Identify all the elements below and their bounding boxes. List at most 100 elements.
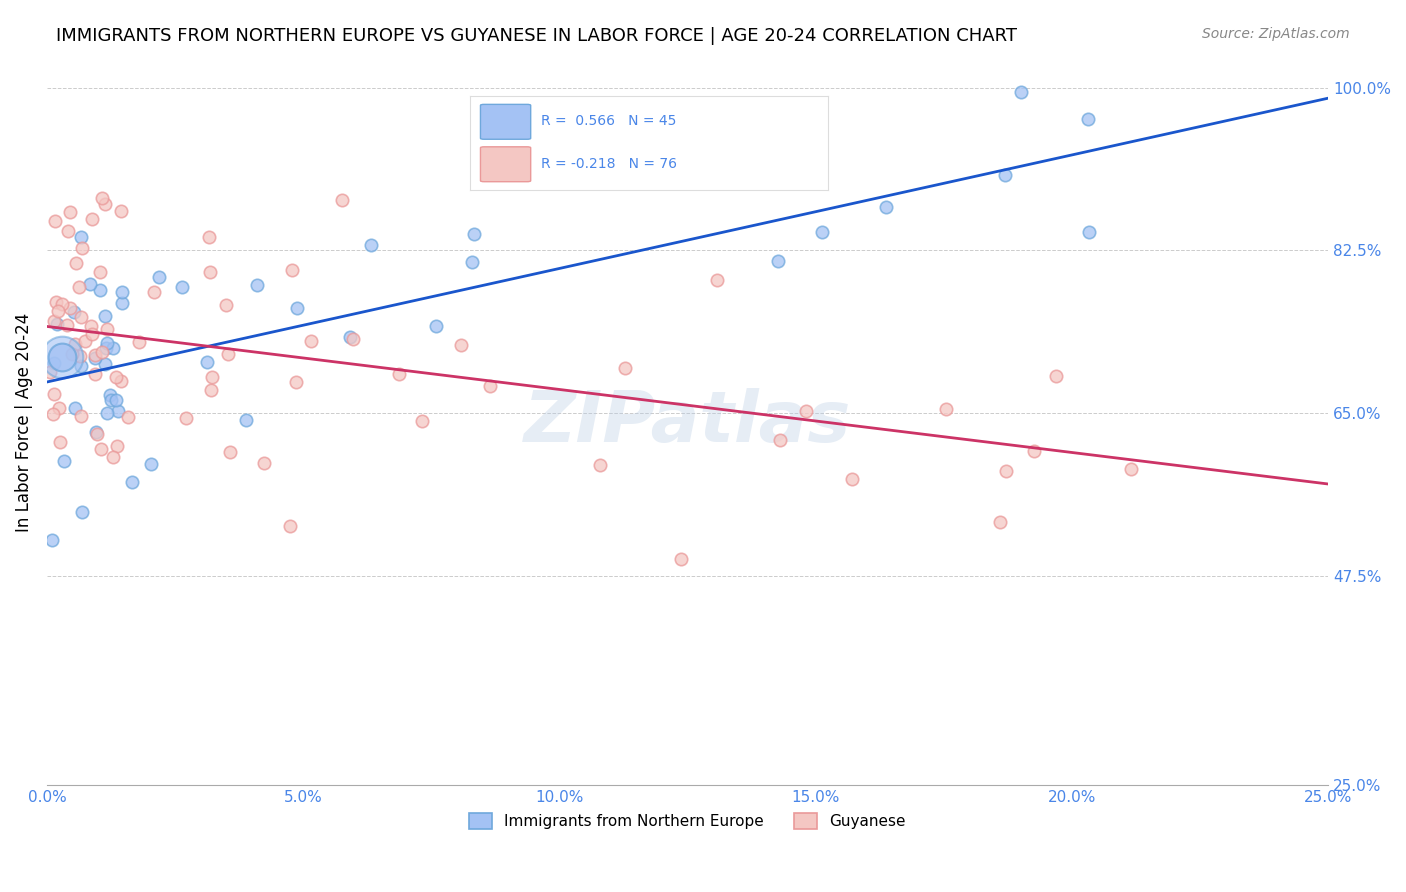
Point	[994, 169, 1017, 183]
Text: IMMIGRANTS FROM NORTHERN EUROPE VS GUYANESE IN LABOR FORCE | AGE 20-24 CORRELATI: IMMIGRANTS FROM NORTHERN EUROPE VS GUYAN…	[56, 27, 1017, 45]
Point	[42, 355, 65, 369]
Point	[51, 350, 73, 364]
Point	[197, 355, 219, 369]
Point	[42, 387, 65, 401]
Point	[69, 349, 91, 363]
Point	[200, 265, 222, 279]
Point	[174, 411, 197, 425]
Point	[1024, 443, 1046, 458]
Point	[246, 278, 269, 293]
Point	[110, 204, 132, 219]
Point	[96, 322, 118, 336]
Point	[360, 237, 382, 252]
Point	[48, 401, 70, 416]
Point	[218, 445, 240, 459]
Point	[96, 406, 118, 420]
Point	[101, 341, 124, 355]
Point	[65, 401, 87, 415]
Point	[98, 387, 121, 401]
Point	[278, 518, 301, 533]
Point	[84, 348, 107, 362]
Point	[94, 197, 117, 211]
Point	[200, 383, 222, 397]
Point	[51, 297, 73, 311]
Point	[197, 230, 219, 244]
Text: ZIPatlas: ZIPatlas	[524, 388, 851, 457]
Point	[491, 150, 513, 164]
Point	[995, 464, 1018, 478]
Point	[281, 263, 304, 277]
Point	[425, 318, 447, 333]
Point	[110, 375, 132, 389]
Point	[80, 319, 103, 334]
Point	[70, 409, 93, 424]
Point	[80, 212, 103, 227]
Point	[769, 433, 792, 447]
Text: Source: ZipAtlas.com: Source: ZipAtlas.com	[1202, 27, 1350, 41]
Point	[148, 269, 170, 284]
Point	[70, 230, 93, 244]
Point	[46, 304, 69, 318]
Point	[67, 280, 90, 294]
Point	[935, 402, 957, 417]
Point	[94, 357, 117, 371]
Point	[339, 330, 361, 344]
Point	[217, 347, 239, 361]
Point	[59, 204, 82, 219]
Point	[39, 365, 62, 379]
Point	[588, 458, 610, 472]
Point	[63, 305, 86, 319]
Point	[51, 350, 73, 364]
Point	[143, 285, 166, 299]
Point	[41, 533, 63, 548]
Point	[63, 336, 86, 351]
Point	[284, 376, 307, 390]
Point	[107, 404, 129, 418]
Point	[53, 454, 76, 468]
Point	[45, 317, 67, 331]
Point	[94, 309, 117, 323]
Y-axis label: In Labor Force | Age 20-24: In Labor Force | Age 20-24	[15, 313, 32, 532]
Point	[96, 335, 118, 350]
Point	[84, 351, 107, 365]
Point	[1077, 225, 1099, 239]
Point	[460, 255, 482, 269]
Point	[128, 334, 150, 349]
Point	[388, 367, 411, 381]
Point	[70, 310, 93, 324]
Point	[70, 241, 93, 255]
Point	[110, 285, 132, 300]
Point	[101, 450, 124, 465]
Point	[235, 413, 257, 427]
Point	[79, 277, 101, 292]
Point	[478, 378, 501, 392]
Point	[89, 265, 111, 279]
Point	[44, 214, 66, 228]
Point	[811, 225, 834, 239]
Point	[201, 369, 224, 384]
Point	[111, 296, 134, 310]
Point	[875, 201, 897, 215]
Point	[121, 475, 143, 490]
Point	[706, 273, 728, 287]
Point	[100, 393, 122, 408]
Point	[342, 332, 364, 346]
Point	[45, 294, 67, 309]
Point	[91, 191, 114, 205]
Point	[463, 227, 485, 242]
Point	[49, 435, 72, 450]
Point	[84, 367, 107, 381]
Point	[299, 334, 322, 348]
Point	[988, 515, 1011, 529]
Point	[86, 427, 108, 442]
Point	[86, 425, 108, 439]
Point	[172, 279, 194, 293]
Point	[766, 253, 789, 268]
Point	[60, 347, 83, 361]
Point	[1077, 112, 1099, 127]
Point	[59, 301, 82, 315]
Point	[330, 194, 353, 208]
Point	[104, 393, 127, 408]
Legend: Immigrants from Northern Europe, Guyanese: Immigrants from Northern Europe, Guyanes…	[463, 807, 912, 836]
Point	[794, 404, 817, 418]
